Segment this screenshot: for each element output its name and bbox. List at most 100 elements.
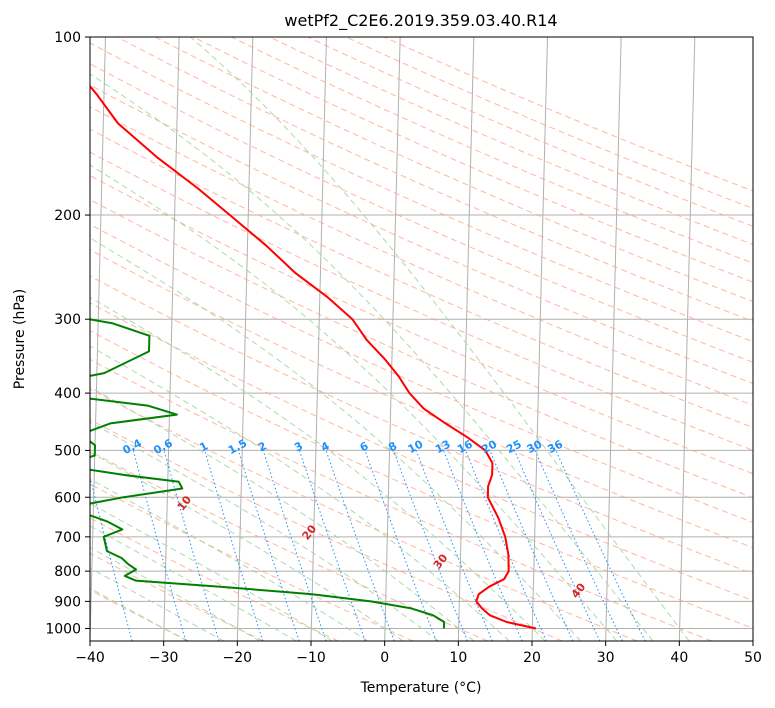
x-tick-label: 40: [670, 650, 688, 666]
dry-adiabat: [90, 483, 414, 641]
dry-adiabat: [90, 330, 753, 629]
mixing-ratio-label: 16: [455, 437, 475, 456]
dry-adiabat-label: 0: [41, 458, 56, 472]
x-tick-label: 0: [380, 650, 389, 666]
mixing-ratio-label: 6: [358, 439, 371, 454]
dry-adiabat: [154, 37, 753, 303]
x-tick-label: −30: [149, 650, 179, 666]
moist-adiabat: [190, 37, 690, 641]
mixing-ratio-line: [415, 450, 493, 641]
dry-adiabat: [90, 63, 753, 363]
mixing-ratio-line: [163, 450, 220, 641]
mixing-ratio-label: 20: [479, 437, 499, 456]
y-axis-title: Pressure (hPa): [12, 289, 28, 389]
mixing-ratio-label: 8: [386, 439, 399, 454]
x-tick-label: 30: [597, 650, 615, 666]
dry-adiabat: [90, 517, 339, 641]
mixing-ratio-line: [90, 475, 133, 641]
x-tick-label: 10: [449, 650, 467, 666]
mixing-ratio-label: 25: [504, 438, 524, 457]
moist-adiabat: [90, 296, 546, 641]
dry-adiabat: [307, 37, 753, 227]
dry-adiabat: [90, 552, 264, 641]
mixing-ratio-label: 1: [197, 439, 210, 454]
skewed-isotherms: [90, 37, 753, 641]
dry-adiabat: [90, 151, 753, 451]
moist-adiabat: [90, 386, 475, 641]
dry-adiabat: [90, 128, 753, 429]
dry-adiabat: [90, 174, 753, 475]
mixing-ratio-label: 0.6: [151, 436, 175, 457]
dry-adiabat: [90, 450, 488, 641]
x-tick-label: 20: [523, 650, 541, 666]
y-axis: 100 200 300 400 500 600 700 800 900 1000: [45, 30, 90, 637]
mixing-ratio-label: 3: [292, 439, 305, 454]
mixing-ratio-line: [489, 450, 574, 641]
isotherm-line: [531, 37, 548, 641]
mixing-ratio-line: [555, 450, 646, 641]
isotherm-line: [384, 37, 401, 641]
dry-adiabat: [269, 37, 753, 246]
mixing-ratio-line: [298, 450, 366, 641]
dry-adiabat: [90, 106, 753, 406]
isotherm-line: [605, 37, 622, 641]
moist-adiabat: [90, 546, 261, 641]
isotherm-line: [457, 37, 475, 641]
moist-adiabat: [90, 164, 618, 641]
dry-adiabat: [90, 275, 753, 575]
chart-title: wetPf2_C2E6.2019.359.03.40.R14: [284, 11, 557, 31]
isotherm-line: [90, 37, 106, 641]
y-tick-label: 200: [54, 208, 81, 224]
dry-adiabat-label: 20: [300, 522, 320, 542]
y-tick-label: 800: [54, 564, 81, 580]
mixing-ratio-line: [132, 450, 187, 641]
dry-adiabat-label: 30: [431, 551, 451, 571]
dry-adiabat: [193, 37, 753, 283]
y-tick-label: 400: [54, 386, 81, 402]
moist-adiabat: [90, 525, 297, 641]
dry-adiabat: [345, 37, 753, 209]
isotherm-line: [678, 37, 696, 641]
y-tick-label: 600: [54, 490, 81, 506]
x-axis: −40 −30 −20 −10 0 10 20 30 40 50: [75, 641, 762, 666]
mixing-ratio-label: 30: [525, 437, 545, 456]
mixing-ratio-lines: [90, 450, 646, 641]
x-tick-label: −10: [296, 650, 326, 666]
moist-adiabats: [90, 37, 690, 641]
moist-adiabat: [90, 237, 582, 641]
mixing-ratio-line: [465, 450, 547, 641]
y-tick-label: 500: [54, 443, 81, 459]
mixing-ratio-line: [534, 450, 623, 641]
mixing-ratio-line: [325, 450, 395, 641]
mixing-ratio-label: 1.5: [226, 437, 249, 458]
mixing-ratio-line: [204, 450, 264, 641]
dry-adiabat: [90, 199, 753, 499]
x-tick-label: 50: [744, 650, 762, 666]
sounding-series: [90, 84, 537, 630]
moist-adiabat: [90, 421, 439, 641]
moist-adiabat: [90, 502, 333, 641]
temperature-profile-line: [90, 84, 537, 630]
mixing-ratio-line: [514, 450, 601, 641]
mixing-ratio-line: [443, 450, 523, 641]
plot-frame: [89, 36, 754, 642]
dry-adiabat: [90, 358, 712, 641]
dewpoint-profile-line: [90, 318, 446, 629]
mixing-ratio-label: 0.4: [121, 436, 145, 457]
moist-adiabat: [90, 567, 225, 641]
mixing-ratio-label: 2: [256, 439, 269, 454]
isotherm-line: [752, 621, 753, 641]
moist-adiabat: [90, 451, 404, 641]
x-tick-label: −40: [75, 650, 105, 666]
moist-adiabat: [90, 478, 368, 641]
dry-adiabat: [90, 42, 753, 343]
dry-adiabat-label: 40: [569, 580, 589, 600]
dry-adiabat: [90, 84, 753, 385]
isotherm-line: [163, 37, 180, 641]
y-tick-label: 1000: [45, 621, 81, 637]
dry-adiabat: [116, 37, 753, 322]
mixing-ratio-label: 10: [406, 437, 426, 456]
dry-adiabats: [90, 37, 753, 641]
mixing-ratio-line: [392, 450, 468, 641]
